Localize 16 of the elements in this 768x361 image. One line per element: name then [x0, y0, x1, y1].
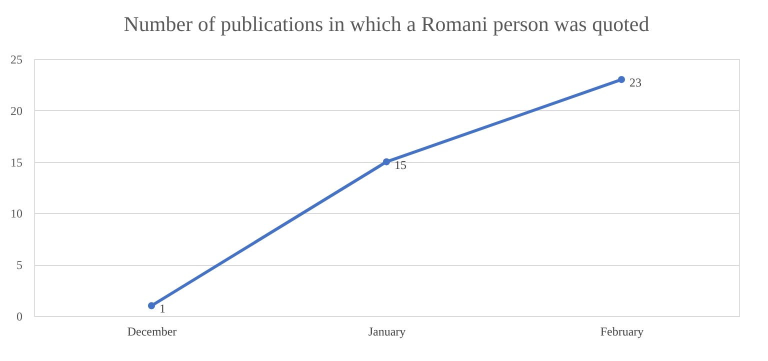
data-label: 23 [630, 76, 642, 90]
x-tick-label: January [368, 324, 406, 338]
y-tick-label: 15 [10, 155, 22, 170]
x-tick-label: December [127, 324, 177, 338]
y-tick-label: 10 [10, 206, 22, 221]
y-tick-label: 5 [16, 258, 22, 272]
y-tick-label: 20 [10, 104, 22, 118]
y-tick-label: 0 [16, 310, 22, 324]
data-label: 15 [394, 158, 406, 172]
chart-title: Number of publications in which a Romani person was quoted [124, 12, 650, 36]
data-label: 1 [160, 302, 166, 316]
point [382, 158, 390, 166]
point [148, 302, 156, 310]
point [618, 76, 626, 84]
x-tick-label: February [600, 324, 644, 338]
y-tick-label: 25 [10, 52, 22, 66]
